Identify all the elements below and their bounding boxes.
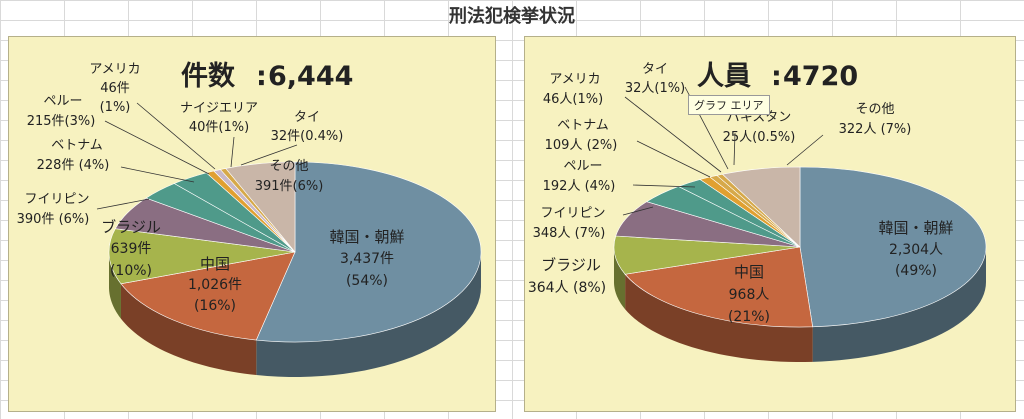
label-america-name: アメリカ — [89, 62, 140, 77]
leader-line-america — [624, 96, 722, 173]
pie-chart-cases: 件数:6,444 韓国・朝鮮 3,437件 (54%) 中国 1,026件 (16%) ブラジ… — [17, 61, 482, 377]
chart-panel-persons[interactable]: 人員:4720 韓国・朝鮮 2,304人 (49%) 中国 968人 (21%) ブラジル 36… — [524, 36, 1016, 412]
leader-line-thai — [240, 144, 298, 166]
leader-line-pakistan — [733, 132, 736, 166]
page-title: 刑法犯検挙状況 — [449, 6, 575, 27]
label-peru-value: 215件(3%) — [27, 114, 96, 129]
pie-side-china — [120, 283, 257, 376]
leader-line-america — [136, 102, 216, 170]
label-philippines-name: フイリピン — [540, 206, 605, 221]
label-vietnam-value: 228件 (4%) — [37, 158, 110, 173]
chart-panel-cases[interactable]: 件数:6,444 韓国・朝鮮 3,437件 (54%) 中国 1,026件 (16%) ブラジ… — [8, 36, 496, 412]
leader-line-peru — [632, 184, 696, 188]
label-nigeria-name: ナイジエリア — [180, 101, 258, 116]
label-america-pct: (1%) — [100, 100, 131, 115]
pie-slice-other[interactable] — [225, 161, 296, 253]
chart-title-value: 4720 — [783, 61, 858, 92]
label-brazil-value: 364人 (8%) — [528, 280, 606, 296]
label-vietnam-name: ベトナム — [51, 138, 103, 153]
pie-slice-korea[interactable] — [255, 161, 482, 343]
chart-title-value: 6,444 — [268, 61, 353, 92]
label-america-value: 46人(1%) — [543, 92, 603, 107]
label-vietnam-value: 109人 (2%) — [545, 138, 618, 153]
label-thai-value: 32件(0.4%) — [271, 129, 344, 144]
leader-line-peru — [104, 120, 210, 175]
label-brazil-value: 639件 — [111, 241, 152, 257]
label-america-name: アメリカ — [549, 72, 600, 87]
label-brazil-pct: (10%) — [110, 263, 152, 279]
pie-slice-brazil[interactable] — [108, 228, 296, 285]
leader-line-philippines — [622, 206, 654, 216]
leader-line-vietnam — [636, 140, 711, 178]
chart-title-colon: : — [256, 61, 267, 92]
label-korea-value: 2,304人 — [889, 242, 943, 258]
leader-line-philippines — [96, 198, 150, 210]
label-china-name: 中国 — [734, 263, 764, 281]
pie-slice-other[interactable] — [721, 166, 801, 248]
label-other-name: その他 — [855, 102, 894, 117]
label-thai-value: 32人(1%) — [625, 81, 685, 96]
leader-line-vietnam — [120, 166, 195, 183]
label-philippines-value: 390件 (6%) — [17, 212, 90, 227]
label-philippines-name: フイリピン — [24, 192, 89, 207]
label-peru-name: ペルー — [563, 159, 602, 174]
label-america-value: 46件 — [100, 81, 130, 96]
pie-side-brazil — [614, 247, 626, 310]
label-korea-value: 3,437件 — [340, 251, 394, 267]
label-china-value: 968人 — [729, 287, 770, 303]
chart-title-label: 人員 — [697, 61, 751, 92]
chart-title-colon: : — [771, 61, 782, 92]
pie-side-korea — [812, 247, 986, 362]
leader-line-other — [786, 134, 824, 166]
label-brazil-name: ブラジル — [541, 256, 601, 274]
label-korea-name: 韓国・朝鮮 — [329, 228, 404, 246]
label-thai-name: タイ — [294, 110, 320, 125]
label-korea-pct: (49%) — [895, 263, 937, 279]
pie-slice-korea[interactable] — [799, 166, 987, 328]
label-korea-name: 韓国・朝鮮 — [878, 219, 953, 237]
label-thai-name: タイ — [642, 62, 668, 77]
chart-area-tooltip: グラフ エリア — [688, 95, 770, 115]
label-china-value: 1,026件 — [188, 277, 242, 293]
label-philippines-value: 348人 (7%) — [533, 226, 606, 241]
label-other-value: 391件(6%) — [255, 179, 324, 194]
label-brazil-name: ブラジル — [101, 218, 161, 236]
pie-side-china — [625, 274, 813, 362]
label-vietnam-name: ベトナム — [557, 118, 609, 133]
label-other-value: 322人 (7%) — [839, 122, 912, 137]
label-china-name: 中国 — [200, 255, 230, 273]
label-nigeria-value: 40件(1%) — [189, 120, 249, 135]
chart-title-label: 件数 — [181, 61, 236, 92]
pie-chart-persons: 人員:4720 韓国・朝鮮 2,304人 (49%) 中国 968人 (21%) ブラジル 36… — [528, 61, 987, 362]
label-pakistan-value: 25人(0.5%) — [723, 130, 796, 145]
label-china-pct: (16%) — [194, 298, 236, 314]
pie-side-korea — [256, 252, 481, 377]
pie-slice-china[interactable] — [120, 251, 296, 341]
label-korea-pct: (54%) — [346, 273, 388, 289]
label-peru-value: 192人 (4%) — [543, 179, 616, 194]
label-peru-name: ペルー — [43, 94, 82, 109]
label-other-name: その他 — [269, 159, 308, 174]
label-china-pct: (21%) — [728, 309, 770, 325]
leader-line-nigeria — [230, 136, 235, 168]
